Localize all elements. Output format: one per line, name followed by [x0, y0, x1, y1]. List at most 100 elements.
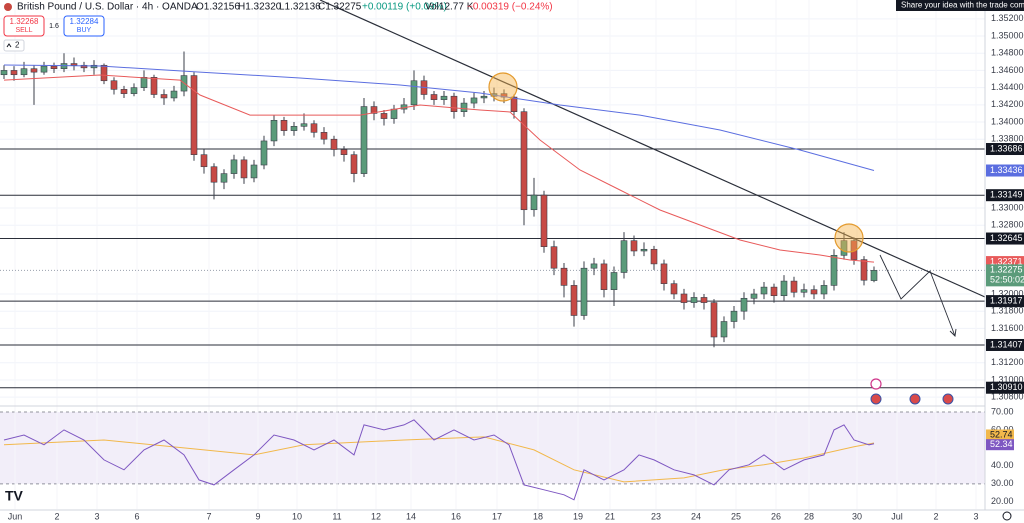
y-tick-label: 1.31200	[991, 357, 1024, 367]
candle-body	[550, 246, 558, 269]
x-tick-label: 28	[804, 511, 814, 521]
x-tick-label: 26	[771, 511, 781, 521]
candle-body	[360, 106, 368, 174]
volume-change: −0.00319 (−0.24%)	[467, 2, 553, 13]
rsi-pane	[0, 411, 985, 485]
candle-body	[710, 302, 718, 338]
last-price-tag	[986, 264, 1024, 287]
price-tags: 1.33686 1.33149 1.32645 1.31917 1.31407 1.309…	[986, 143, 1024, 451]
y-tick-label: 1.32000	[991, 288, 1024, 298]
projection-path	[879, 254, 956, 337]
settings-icon[interactable]	[1002, 511, 1012, 521]
x-tick-label: 14	[406, 511, 416, 521]
candle-body	[150, 77, 158, 95]
y-tick-label: 1.34200	[991, 99, 1024, 109]
y-tick-label: 1.31000	[991, 374, 1024, 384]
candle-body	[790, 280, 798, 293]
event-flag[interactable]	[909, 393, 921, 405]
symbol-icon	[4, 3, 12, 11]
x-tick-label: 3	[973, 511, 978, 521]
price-change: +0.00119 (+0.09%)	[362, 2, 447, 13]
indicator-count: 2	[15, 41, 20, 50]
spread: 1.6	[49, 23, 59, 30]
rsi-band	[0, 411, 985, 484]
level-label: 1.33149	[990, 190, 1023, 200]
x-tick-label: 9	[255, 511, 260, 521]
rsi-tick-label: 70.00	[991, 406, 1014, 416]
tooltip-text: Share your idea with the trade comm	[901, 1, 1024, 10]
x-tick-label: 25	[731, 511, 741, 521]
event-flag[interactable]	[870, 393, 882, 405]
x-tick-label: 7	[206, 511, 211, 521]
candle-body	[190, 75, 198, 155]
candle-body	[560, 267, 568, 286]
ohlc-high: H1.32320	[238, 2, 282, 13]
rsi-tag	[986, 439, 1014, 451]
candle-body	[690, 297, 698, 303]
last-price-label: 1.32275	[990, 265, 1023, 275]
candle-body	[760, 286, 768, 295]
symbol-title: British Pound / U.S. Dollar · 4h · OANDA	[17, 2, 198, 13]
event-flag[interactable]	[942, 393, 954, 405]
level-tag	[986, 381, 1024, 394]
candle-body	[160, 94, 168, 99]
candle-body	[470, 97, 478, 104]
rsi-line	[3, 419, 875, 501]
candle-body	[730, 310, 738, 322]
y-tick-label: 1.35200	[991, 13, 1024, 23]
x-tick-label: 18	[533, 511, 543, 521]
event-icon[interactable]	[870, 378, 882, 390]
x-tick-label: 30	[852, 511, 862, 521]
candle-body	[410, 80, 418, 106]
candle-body	[580, 267, 588, 316]
candle-body	[590, 263, 598, 269]
sell-price: 1.32268	[10, 17, 39, 26]
level-label: 1.30910	[990, 382, 1023, 392]
price-axis	[985, 0, 1024, 510]
buy-price: 1.32284	[70, 17, 99, 26]
candle-body	[140, 77, 148, 88]
sell-button[interactable]	[3, 15, 45, 37]
candle-body	[520, 111, 528, 211]
candle-body	[750, 293, 758, 299]
y-tick-label: 1.34000	[991, 116, 1024, 126]
candle-body	[110, 80, 118, 90]
candle-body	[30, 68, 38, 73]
candle-body	[270, 119, 278, 142]
candle-body	[300, 123, 308, 127]
y-tick-label: 1.34600	[991, 65, 1024, 75]
countdown: 52:50:02	[990, 275, 1024, 285]
buy-button[interactable]	[63, 15, 105, 37]
candle-body	[480, 95, 488, 99]
x-tick-label: 6	[134, 511, 139, 521]
ma-tag	[986, 164, 1024, 177]
rsi-tick-label: 20.00	[991, 496, 1014, 506]
candle-body	[700, 297, 708, 303]
candle-body	[740, 297, 748, 312]
rsi-tick-label: 40.00	[991, 460, 1014, 470]
levels	[0, 148, 985, 389]
x-tick-label: 23	[651, 511, 661, 521]
chevron	[6, 43, 12, 48]
ohlc-low: L1.32136	[279, 2, 321, 13]
y-tick-label: 1.33000	[991, 202, 1024, 212]
candle-body	[530, 194, 538, 211]
candle-body	[170, 90, 178, 99]
x-tick-label: 12	[371, 511, 381, 521]
candle-body	[460, 102, 468, 112]
moving-averages	[3, 64, 875, 263]
candle-body	[830, 254, 838, 286]
candle-body	[840, 240, 848, 256]
highlight-circle	[488, 72, 518, 102]
candle-body	[340, 149, 348, 155]
indicator-toggle[interactable]	[3, 39, 25, 52]
x-tick-label: 17	[492, 511, 502, 521]
y-tick-label: 1.30800	[991, 392, 1024, 402]
candle-body	[810, 289, 818, 295]
candle-body	[40, 65, 48, 73]
level-tag	[986, 295, 1024, 308]
candle-body	[860, 259, 868, 281]
rsi-tick-label: 60.00	[991, 424, 1014, 434]
